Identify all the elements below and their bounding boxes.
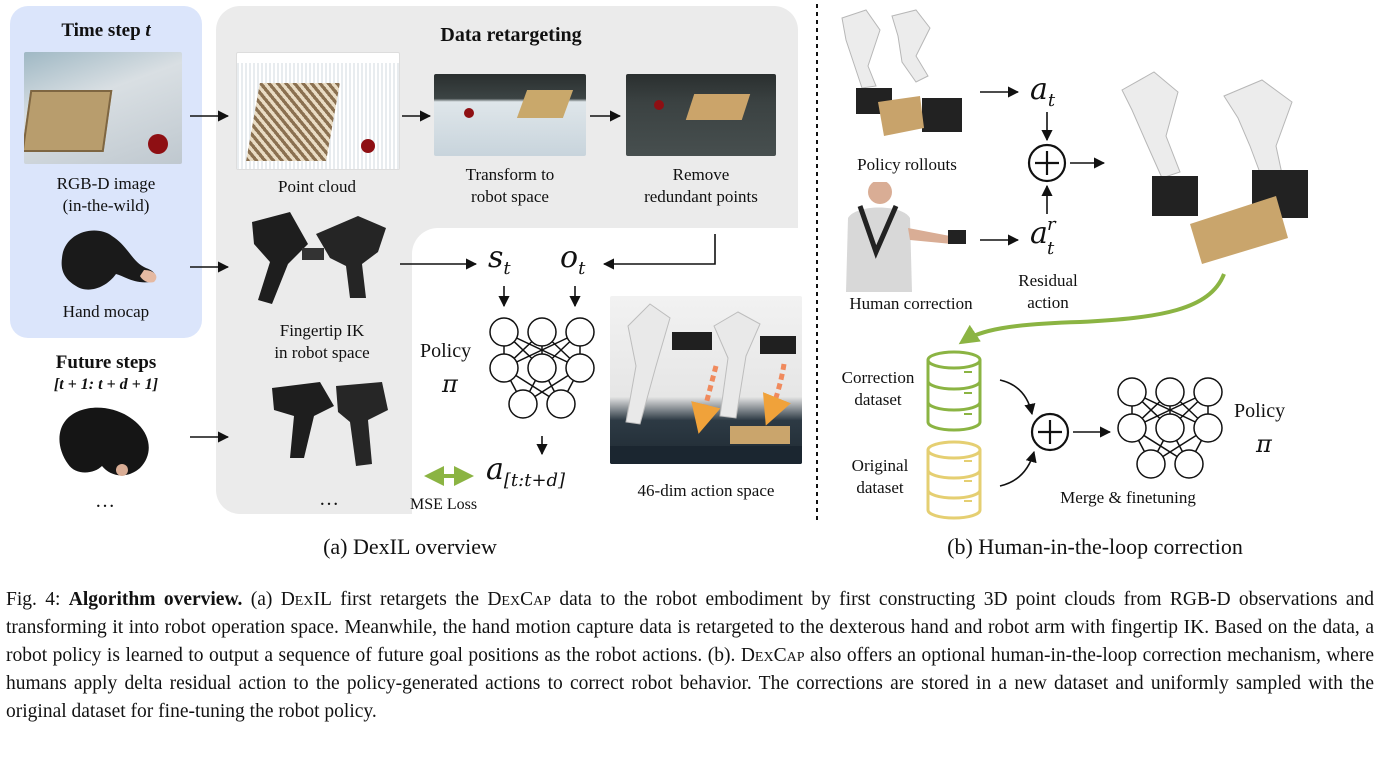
future-hand-image [52,400,162,484]
caption-fig-label: Fig. 4: [6,589,61,610]
mse-label: MSE Loss [410,496,478,513]
merge-label: Merge & finetuning [1060,488,1196,507]
fingertip-ik-image [246,204,398,314]
dashed-arrow-right [762,363,791,426]
sum-symbol-merge [1030,412,1070,452]
transform-label: Transform to robot space [465,165,555,206]
policy-network-a [489,317,595,419]
human-correction-image [840,182,976,292]
robot-action-image [610,296,802,464]
subcaption-b: (b) Human-in-the-loop correction [947,534,1243,559]
future-steps-title: Future steps [55,352,157,373]
apple-shape [148,134,168,154]
state-symbol: st [488,240,511,279]
arrow-remove-to-obs [602,234,716,270]
retargeting-ellipsis: … [319,488,339,510]
figure-caption: Fig. 4: Algorithm overview. (a) DexIL fi… [6,589,1375,722]
left-ellipsis: … [95,490,115,512]
policy-rollouts-label: Policy rollouts [857,155,957,174]
action-space-label: 46-dim action space [637,481,775,500]
hand-mocap-image [54,222,162,298]
action-symbol: a[t:t+d] [486,452,566,491]
original-dataset-label: Original dataset [851,456,909,497]
arrow-original-to-merge [999,450,1037,487]
caption-dexcap-2: DexCap [740,645,805,666]
rgbd-label: RGB-D image (in-the-wild) [56,174,156,215]
hand-mocap-label: Hand mocap [62,302,150,321]
correction-database-icon [926,350,982,432]
policy-symbol-a: π [442,370,458,398]
correction-dataset-label: Correction dataset [841,368,915,409]
policy-rollouts-image [832,6,976,146]
policy-symbol-b: π [1256,430,1272,458]
caption-bold-title: Algorithm overview. [68,589,243,610]
policy-label-a: Policy [420,340,472,362]
caption-dexcap: DexCap [487,589,551,610]
subcaption-a: (a) DexIL overview [323,534,497,559]
policy-network-b [1117,377,1223,479]
future-fingertip-image [264,376,394,476]
dashed-arrow-left [691,365,721,434]
human-correction-label: Human correction [849,294,973,313]
obs-symbol: ot [560,240,586,279]
point-cloud-label: Point cloud [278,177,356,196]
remove-label: Remove redundant points [644,165,758,206]
corrected-robot-image [1106,66,1340,264]
arrow-correction-to-merge [999,379,1036,416]
filtered-cloud-image [626,74,776,156]
time-step-title: Time step t [61,20,151,41]
point-cloud-image [236,52,400,170]
residual-label: Residual action [1018,271,1078,312]
future-steps-range: [t + 1: t + d + 1] [53,376,159,393]
caption-dexil: DexIL [280,589,332,610]
fingertip-label: Fingertip IK in robot space [274,321,370,362]
original-database-icon [926,440,982,520]
a-t-symbol: at [1030,72,1056,111]
transformed-cloud-image [434,74,586,156]
sum-symbol-top [1027,143,1067,183]
retargeting-title: Data retargeting [440,24,582,46]
diagram-overlay [190,4,1226,524]
policy-label-b: Policy [1234,400,1286,422]
rgbd-image [24,52,182,164]
green-feedback-arrow [958,273,1226,345]
